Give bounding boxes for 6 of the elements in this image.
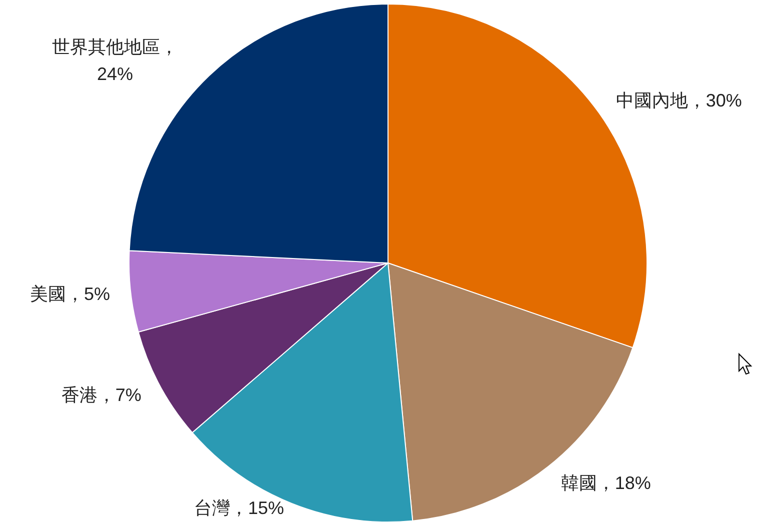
slice-label: 韓國，18% xyxy=(560,472,651,493)
slice-label: 美國，5% xyxy=(30,284,110,304)
slice-label: 中國內地，30% xyxy=(616,90,742,111)
slice-label: 台灣，15% xyxy=(194,498,284,518)
slice-label: 世界其他地區，24% xyxy=(52,37,178,84)
slice-label: 香港，7% xyxy=(61,385,142,406)
